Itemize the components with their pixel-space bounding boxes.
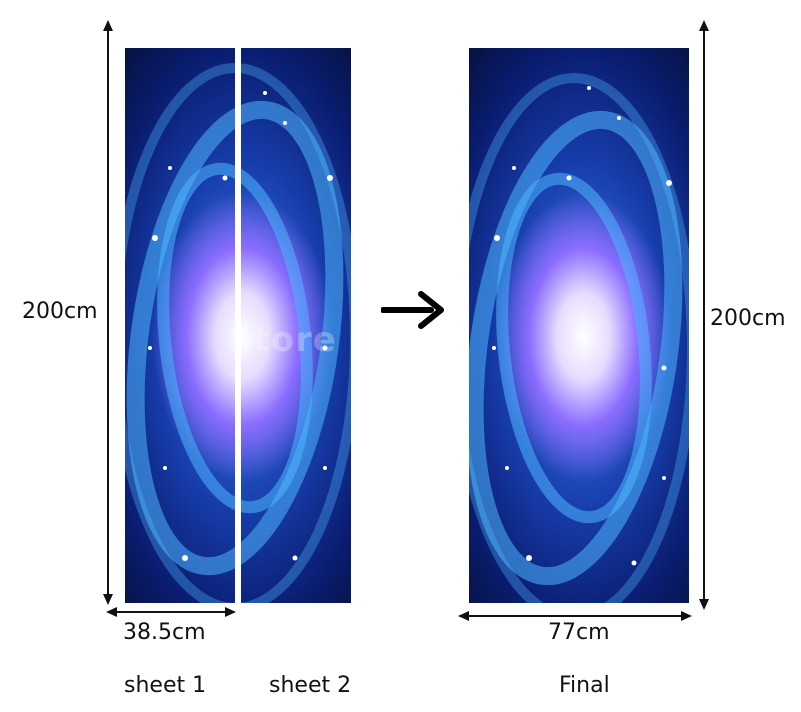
final-width-label: 77cm — [548, 620, 610, 645]
sheet-width-label: 38.5cm — [123, 620, 206, 645]
final-caption: Final — [559, 673, 610, 698]
sheet-divider — [235, 48, 241, 603]
right-height-label: 200cm — [710, 306, 786, 331]
sheet-2-caption: sheet 2 — [269, 673, 352, 698]
left-height-label: 200cm — [22, 299, 98, 324]
sheet-1-caption: sheet 1 — [124, 673, 207, 698]
final-image — [469, 48, 689, 603]
